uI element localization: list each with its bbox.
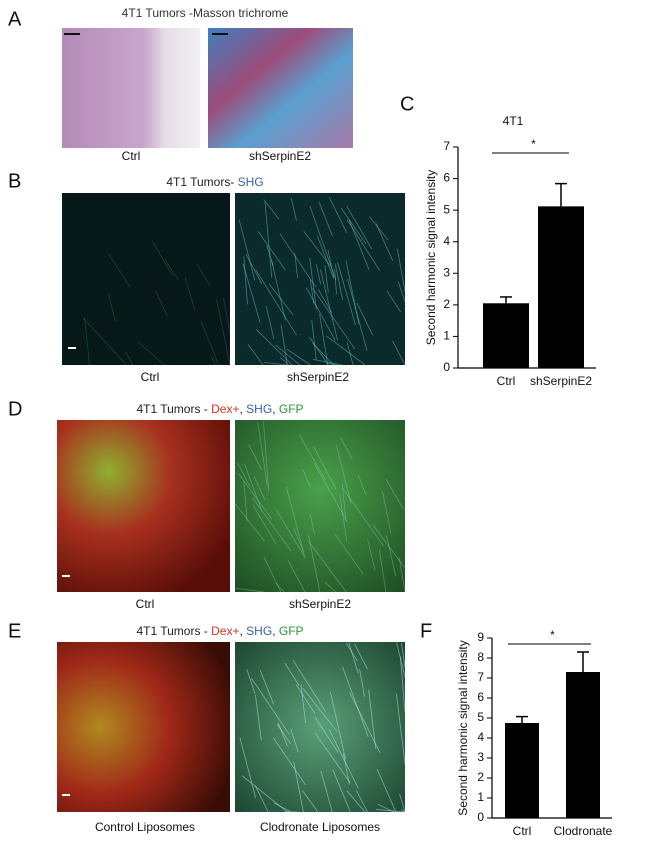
image-caption: Ctrl [136, 597, 155, 611]
image [235, 420, 405, 592]
bar [538, 206, 584, 368]
y-tick-label: 4 [477, 730, 484, 744]
panel-title: 4T1 Tumors - Dex+, SHG, GFP [136, 624, 303, 638]
y-tick-label: 9 [477, 630, 484, 644]
panel-label: E [8, 620, 21, 642]
significance-label: * [531, 137, 536, 151]
title-part: , [272, 624, 279, 638]
title-part: Dex+ [211, 624, 239, 638]
image-caption: Ctrl [141, 370, 160, 384]
title-part: SHG [246, 624, 272, 638]
title-part: GFP [279, 402, 304, 416]
bar [566, 672, 600, 818]
y-tick-label: 1 [477, 790, 484, 804]
x-tick-label: Ctrl [513, 824, 532, 838]
image [57, 420, 230, 592]
panel-label: B [8, 170, 21, 192]
y-tick-label: 1 [443, 329, 450, 343]
image-caption: shSerpinE2 [249, 149, 311, 163]
y-tick-label: 5 [443, 202, 450, 216]
image [208, 28, 353, 148]
title-part: Dex+ [211, 402, 239, 416]
x-tick-label: Clodronate [554, 824, 613, 838]
image [62, 28, 200, 148]
title-part: 4T1 Tumors - [136, 624, 211, 638]
y-tick-label: 8 [477, 650, 484, 664]
micrographs [57, 28, 405, 812]
y-tick-label: 2 [443, 297, 450, 311]
image-caption: Control Liposomes [95, 820, 195, 834]
panel-label: F [420, 620, 432, 642]
y-axis-label: Second harmonic signal intensity [424, 170, 438, 345]
y-tick-label: 0 [477, 810, 484, 824]
title-part: 4T1 Tumors -Masson trichrome [122, 6, 289, 20]
title-part: GFP [279, 624, 304, 638]
image-caption: Ctrl [122, 149, 141, 163]
title-part: , [240, 402, 247, 416]
panel-title: 4T1 Tumors - Dex+, SHG, GFP [136, 402, 303, 416]
bar [505, 723, 539, 818]
y-tick-label: 0 [443, 360, 450, 374]
panel-label: D [8, 398, 22, 420]
title-part: SHG [238, 175, 264, 189]
title-part: , [240, 624, 247, 638]
x-tick-label: shSerpinE2 [530, 374, 592, 388]
y-tick-label: 4 [443, 234, 450, 248]
y-tick-label: 6 [443, 171, 450, 185]
y-tick-label: 7 [443, 139, 450, 153]
x-tick-label: Ctrl [497, 374, 516, 388]
image [235, 642, 405, 812]
title-part: 4T1 Tumors - [136, 402, 211, 416]
image [57, 642, 230, 812]
panel-title: 4T1 Tumors- SHG [166, 175, 263, 189]
chart-title: 4T1 [503, 114, 524, 128]
bar [483, 303, 529, 368]
panel-label: A [8, 8, 22, 30]
image-caption: shSerpinE2 [289, 597, 351, 611]
title-part: 4T1 Tumors- [166, 175, 237, 189]
y-tick-label: 3 [443, 265, 450, 279]
y-tick-label: 6 [477, 690, 484, 704]
y-tick-label: 2 [477, 770, 484, 784]
title-part: SHG [246, 402, 272, 416]
y-tick-label: 7 [477, 670, 484, 684]
panel-label: C [400, 93, 414, 115]
y-tick-label: 3 [477, 750, 484, 764]
significance-label: * [550, 628, 555, 642]
image [235, 193, 405, 365]
y-tick-label: 5 [477, 710, 484, 724]
title-part: , [272, 402, 279, 416]
image-caption: shSerpinE2 [287, 370, 349, 384]
y-axis-label: Second harmonic signal intensity [456, 640, 470, 815]
image-caption: Clodronate Liposomes [260, 820, 380, 834]
panel-title: 4T1 Tumors -Masson trichrome [122, 6, 289, 20]
